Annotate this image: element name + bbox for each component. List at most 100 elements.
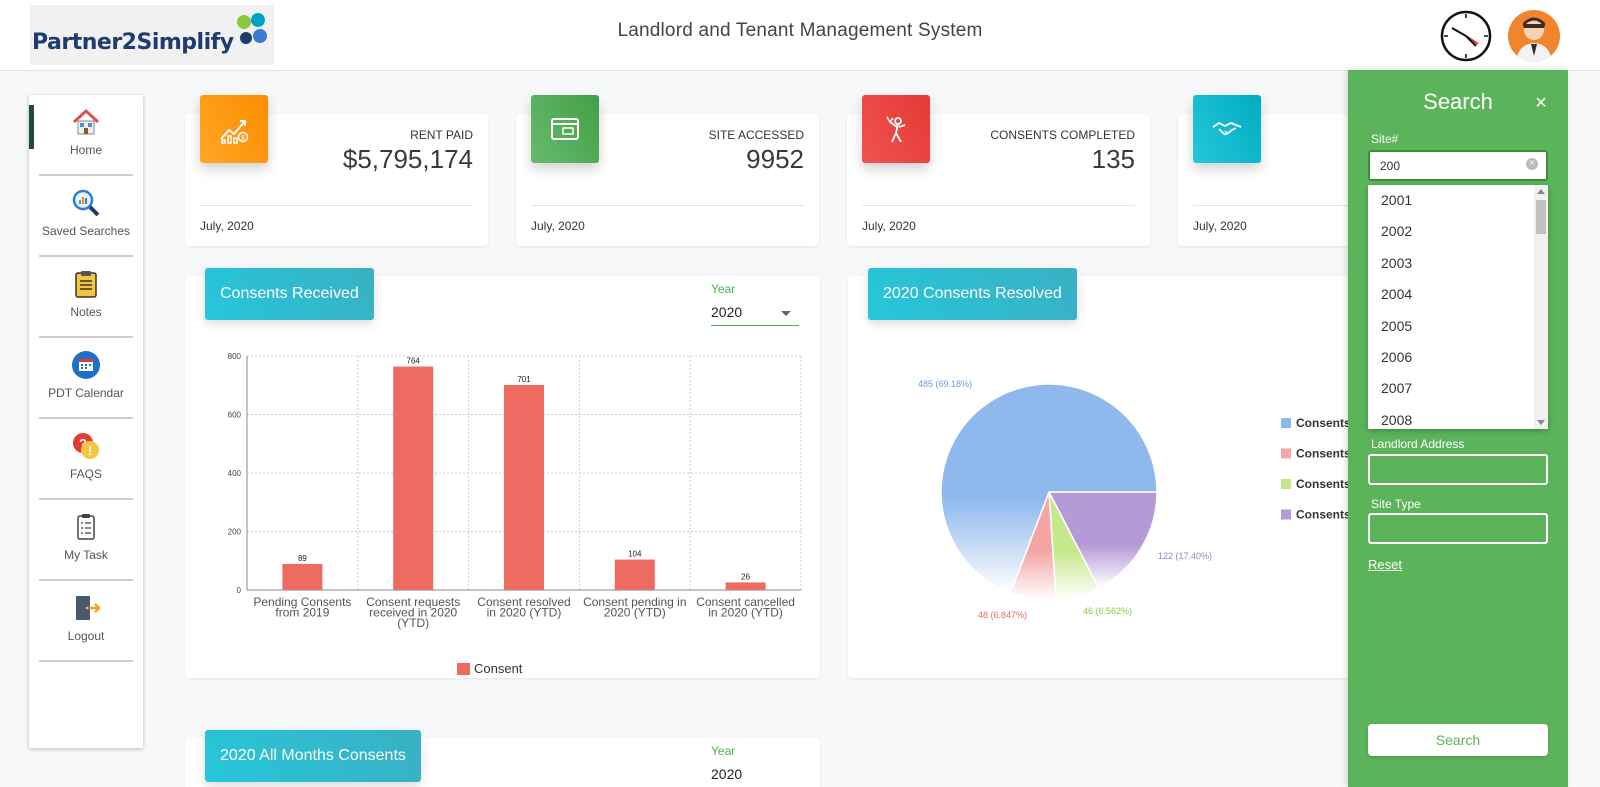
legend-swatch — [1281, 448, 1291, 459]
sidebar-nav: Home Saved Searches Notes PDT Calendar — [29, 95, 143, 748]
clock-icon[interactable] — [1440, 10, 1492, 62]
sidebar-item-saved-searches[interactable]: Saved Searches — [39, 176, 133, 257]
sidebar-item-label: My Task — [64, 548, 108, 562]
site-number-dropdown[interactable]: 2001 2002 2003 2004 2005 2006 2007 2008 — [1368, 185, 1548, 429]
panel-title: 2020 Consents Resolved — [868, 268, 1077, 320]
card-value: $5,795,174 — [342, 144, 473, 174]
sidebar-item-label: PDT Calendar — [48, 386, 124, 400]
card-icon-box — [862, 95, 930, 163]
site-number-field[interactable]: × — [1368, 150, 1548, 181]
legend-swatch — [1281, 418, 1291, 428]
dropdown-option[interactable]: 2005 — [1381, 317, 1413, 334]
landlord-address-field[interactable] — [1368, 454, 1548, 485]
pie-slice-label: 46 (6.562%) — [1083, 606, 1132, 616]
card-divider — [200, 205, 473, 206]
logout-icon — [76, 596, 101, 620]
sidebar-item-label: FAQS — [69, 467, 102, 481]
x-tick-label: (YTD) — [397, 616, 429, 630]
bar-data-label: 89 — [298, 554, 307, 563]
dropdown-option[interactable]: 2006 — [1381, 348, 1413, 365]
consents-resolved-panel: 2020 Consents Resolved 122 (17.40%) 46 (6… — [848, 268, 1368, 678]
legend-label: Consents — [1296, 508, 1348, 522]
rent-paid-card: $ RENT PAID $5,795,174 July, 2020 — [185, 95, 488, 246]
x-tick-label: in 2020 (YTD) — [487, 606, 562, 620]
dropdown-option[interactable]: 2002 — [1381, 223, 1413, 240]
legend-label: Consent — [474, 661, 523, 676]
x-tick-label: from 2019 — [275, 606, 329, 620]
bar-data-label: 701 — [517, 375, 531, 384]
card-label: SITE ACCESSED — [708, 128, 804, 142]
sidebar-item-notes[interactable]: Notes — [39, 257, 133, 338]
user-avatar[interactable] — [1508, 10, 1560, 62]
panel-title: Consents Received — [205, 268, 374, 320]
site-type-field[interactable] — [1368, 513, 1548, 544]
card-footer-date: July, 2020 — [531, 219, 585, 233]
year-select[interactable]: 2020 — [711, 766, 799, 787]
bar-data-label: 26 — [741, 572, 750, 581]
dropdown-option[interactable]: 2003 — [1381, 254, 1413, 271]
bar — [504, 384, 544, 590]
bar — [614, 559, 655, 590]
sidebar-item-label: Notes — [70, 305, 102, 319]
top-header: Partner2Simplify Landlord and Tenant Man… — [0, 0, 1600, 71]
site-type-input[interactable] — [1370, 515, 1520, 542]
year-select[interactable]: 2020 — [711, 304, 799, 326]
clear-input-icon[interactable]: × — [1526, 158, 1538, 170]
close-icon[interactable]: × — [1535, 92, 1547, 114]
scroll-up-icon[interactable] — [1537, 189, 1545, 194]
panel-title: 2020 All Months Consents — [205, 730, 421, 782]
user-profile-icon — [1516, 17, 1552, 62]
pie-slice-label: 48 (6.847%) — [978, 610, 1027, 620]
bar — [282, 563, 323, 590]
logo-text: Partner2Simplify — [32, 29, 234, 55]
card-value: 9952 — [746, 144, 804, 174]
y-tick-label: 800 — [228, 352, 242, 361]
dropdown-option[interactable]: 2004 — [1381, 286, 1413, 303]
task-icon — [77, 514, 95, 540]
drawer-title: Search — [1423, 89, 1493, 114]
card-label: CONSENTS COMPLETED — [990, 128, 1135, 142]
year-label: Year — [711, 282, 736, 296]
legend-label: Consents — [1296, 416, 1348, 430]
bar — [393, 366, 434, 590]
sidebar-item-home[interactable]: Home — [29, 95, 133, 176]
faq-icon: ? ! — [73, 433, 99, 459]
sidebar-item-pdt-calendar[interactable]: PDT Calendar — [39, 338, 133, 419]
dropdown-scrollbar[interactable] — [1534, 185, 1548, 429]
search-drawer: Search × Site# × 20012002200320042005200… — [1348, 70, 1568, 787]
chevron-down-icon — [781, 311, 791, 316]
reset-link[interactable]: Reset — [1368, 557, 1402, 572]
landlord-address-input[interactable] — [1370, 456, 1520, 483]
dropdown-option[interactable]: 2007 — [1381, 380, 1413, 397]
search-button[interactable]: Search — [1368, 724, 1548, 756]
pie-slice-label: 485 (69.18%) — [918, 379, 972, 389]
browser-window-icon — [551, 118, 579, 140]
sidebar-item-faqs[interactable]: ? ! FAQS — [39, 419, 133, 500]
y-tick-label: 400 — [228, 469, 242, 478]
year-select-value: 2020 — [711, 304, 743, 320]
company-logo[interactable]: Partner2Simplify — [30, 5, 274, 65]
svg-text:$: $ — [241, 135, 245, 142]
card-divider — [531, 205, 804, 206]
card-footer-date: July, 2020 — [862, 219, 916, 233]
legend-swatch — [1281, 509, 1291, 520]
landlord-address-label: Landlord Address — [1371, 437, 1465, 451]
consents-completed-card: CONSENTS COMPLETED 135 July, 2020 — [847, 95, 1150, 246]
x-tick-label: Consent cancelled — [696, 595, 795, 609]
legend-label: Consents — [1296, 477, 1348, 491]
dropdown-option[interactable]: 2008 — [1381, 411, 1413, 428]
sidebar-item-logout[interactable]: Logout — [39, 581, 133, 662]
sidebar-item-my-task[interactable]: My Task — [39, 500, 133, 581]
x-tick-label: in 2020 (YTD) — [708, 606, 783, 620]
app-title: Landlord and Tenant Management System — [617, 20, 983, 41]
site-number-input[interactable] — [1370, 152, 1520, 179]
scrollbar-thumb[interactable] — [1536, 200, 1546, 234]
scroll-down-icon[interactable] — [1537, 420, 1545, 425]
card-icon-box — [531, 95, 599, 163]
home-icon — [72, 108, 100, 135]
card-label: RENT PAID — [410, 128, 473, 142]
dropdown-option[interactable]: 2001 — [1381, 192, 1413, 208]
x-tick-label: received in 2020 — [369, 606, 457, 620]
saved-search-icon — [72, 189, 100, 217]
